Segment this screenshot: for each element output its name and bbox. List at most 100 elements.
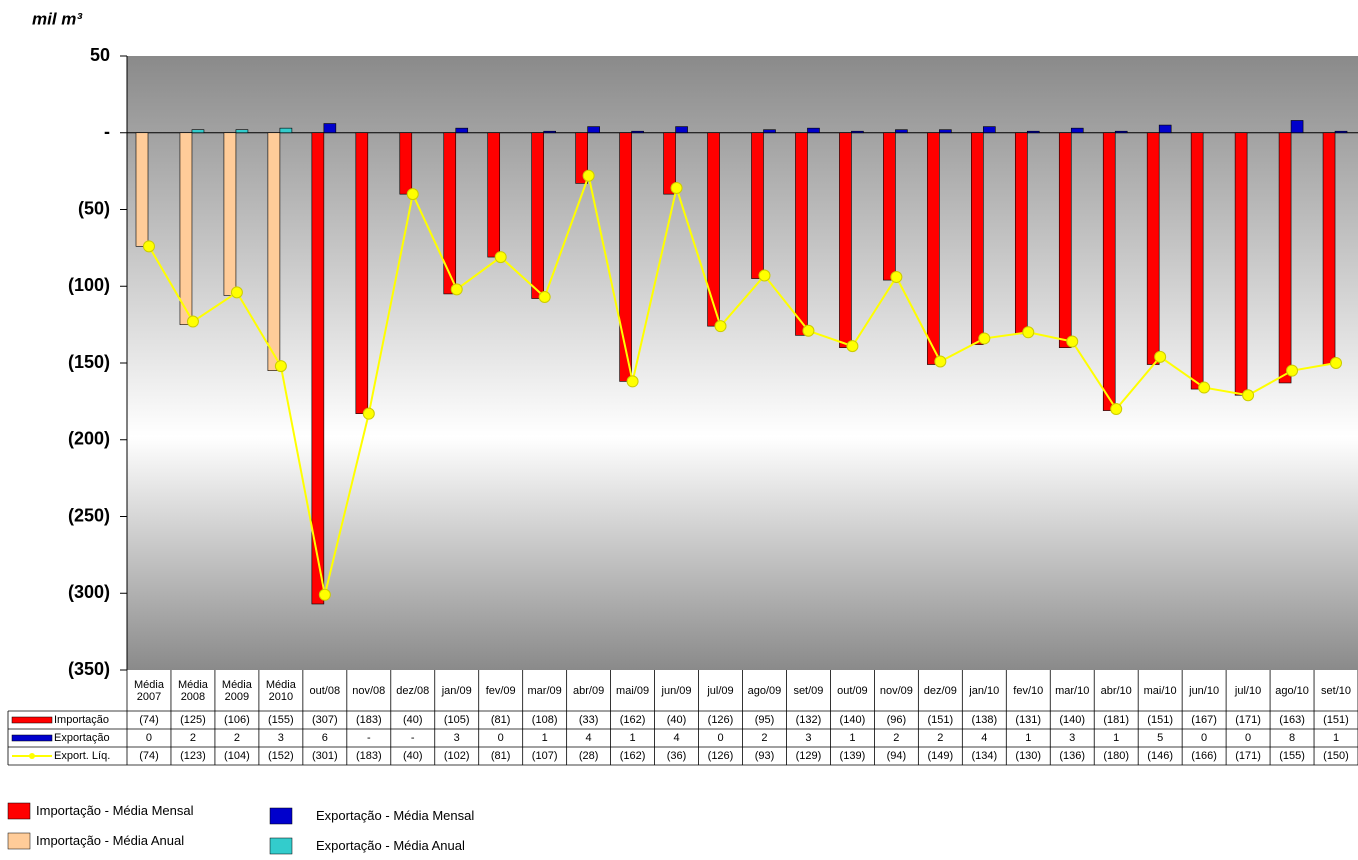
bar xyxy=(235,129,249,134)
table-value: (139) xyxy=(839,750,866,762)
legend-swatch xyxy=(7,832,31,850)
y-tick-label: (150) xyxy=(68,352,110,372)
table-value: 1 xyxy=(629,732,636,744)
bar xyxy=(1146,132,1160,365)
table-series-name: Exportação xyxy=(54,732,110,744)
line-point xyxy=(142,240,155,253)
bar xyxy=(1234,132,1248,396)
table-value: (95) xyxy=(754,714,775,726)
line-point xyxy=(1066,335,1079,348)
line-point xyxy=(274,360,287,373)
table-value: 3 xyxy=(277,732,284,744)
bar xyxy=(675,126,688,134)
table-value: (307) xyxy=(311,714,338,726)
x-tick-label: set/10 xyxy=(1321,684,1351,697)
bar xyxy=(443,132,457,295)
line-point xyxy=(846,340,859,353)
table-value: (183) xyxy=(355,714,382,726)
x-tick-label: mai/10 xyxy=(1143,684,1177,697)
table-value: (134) xyxy=(971,750,998,762)
bar xyxy=(1334,130,1348,134)
table-value: (126) xyxy=(707,714,734,726)
table-value: (171) xyxy=(1235,714,1261,726)
x-tick-label: Média 2009 xyxy=(221,678,252,703)
table-value: 8 xyxy=(1288,732,1296,744)
table-value: 2 xyxy=(233,732,240,744)
table-value: (151) xyxy=(1323,714,1349,726)
bar xyxy=(267,132,281,371)
table-value: 1 xyxy=(1332,732,1340,744)
table-value: (151) xyxy=(1147,714,1173,726)
y-tick-label: (300) xyxy=(68,582,110,602)
table-value: 0 xyxy=(145,732,153,744)
bar xyxy=(1102,132,1116,411)
table-value: 2 xyxy=(189,732,196,744)
table-value: (93) xyxy=(754,750,775,762)
x-tick-label: out/08 xyxy=(309,684,341,697)
table-value: (94) xyxy=(886,750,907,762)
line-point xyxy=(670,182,683,195)
table-value: 0 xyxy=(717,732,724,744)
table-value: 1 xyxy=(541,732,548,744)
line-point xyxy=(890,271,903,284)
bar xyxy=(895,129,908,134)
x-tick-label: jan/09 xyxy=(441,684,472,697)
y-tick-label: (100) xyxy=(68,275,110,295)
x-tick-label: jun/09 xyxy=(661,684,692,697)
bar xyxy=(323,123,337,134)
table-value: (155) xyxy=(1279,750,1305,762)
bar xyxy=(455,127,469,134)
table-value: (140) xyxy=(1059,714,1086,726)
x-tick-label: nov/08 xyxy=(352,684,386,697)
table-value: (106) xyxy=(224,714,250,726)
bar xyxy=(1070,127,1084,134)
table-value: - xyxy=(410,732,415,744)
line-point xyxy=(230,286,243,299)
table-value: 3 xyxy=(453,732,460,744)
x-tick-label: fev/09 xyxy=(485,684,516,697)
y-tick-label: (250) xyxy=(68,505,110,525)
x-tick-label: mai/09 xyxy=(616,684,650,697)
table-value: (96) xyxy=(886,714,907,726)
line-point xyxy=(318,588,331,601)
bar xyxy=(1014,132,1028,335)
bar xyxy=(983,126,996,134)
table-value: (171) xyxy=(1235,750,1261,762)
bar xyxy=(223,132,237,296)
bar xyxy=(355,132,369,414)
table-value: (140) xyxy=(839,714,866,726)
table-value: (155) xyxy=(268,714,294,726)
bar xyxy=(883,132,896,281)
bar xyxy=(1158,124,1172,134)
table-value: (146) xyxy=(1147,750,1173,762)
x-tick-label: dez/08 xyxy=(396,684,430,697)
table-value: (166) xyxy=(1191,750,1217,762)
line-point xyxy=(1022,326,1035,339)
table-value: (40) xyxy=(666,714,687,726)
bar xyxy=(795,132,808,336)
legend-swatch xyxy=(269,837,293,855)
x-tick-label: dez/09 xyxy=(923,684,957,697)
line-point xyxy=(978,332,991,345)
table-value: (132) xyxy=(795,714,822,726)
table-value: (129) xyxy=(795,750,822,762)
line-point xyxy=(626,375,639,388)
bar xyxy=(971,132,984,345)
x-tick-label: mar/09 xyxy=(527,684,562,697)
bar xyxy=(575,132,588,184)
bar xyxy=(1190,132,1204,390)
line-point xyxy=(450,283,463,296)
line-point xyxy=(934,355,947,368)
line-point xyxy=(406,188,419,201)
bar xyxy=(135,132,149,247)
x-tick-label: abr/10 xyxy=(1100,684,1132,697)
table-value: 5 xyxy=(1157,732,1164,744)
table-value: (107) xyxy=(531,750,558,762)
table-value: (36) xyxy=(666,750,687,762)
table-value: 3 xyxy=(1069,732,1076,744)
x-tick-label: jun/10 xyxy=(1189,684,1220,697)
table-value: 6 xyxy=(321,732,328,744)
table-value: (105) xyxy=(443,714,470,726)
x-tick-label: jul/09 xyxy=(707,684,734,697)
